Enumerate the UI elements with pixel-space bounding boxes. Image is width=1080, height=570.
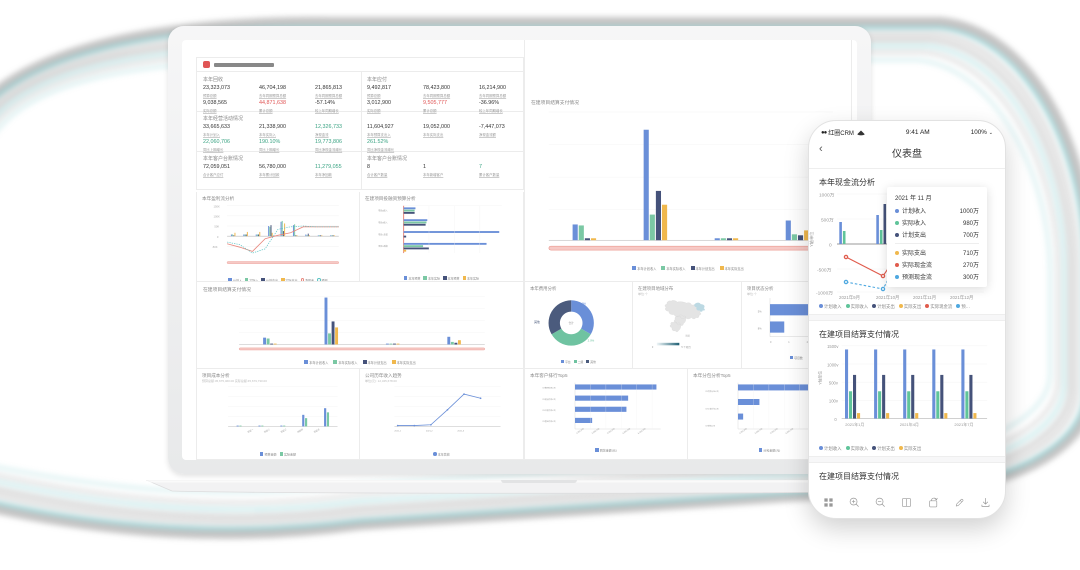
svg-text:1.0%: 1.0%	[579, 301, 586, 305]
svg-text:XX建设有限公司: XX建设有限公司	[542, 397, 555, 401]
svg-text:XX工程分包公司: XX工程分包公司	[705, 406, 718, 410]
svg-text:2021年10月: 2021年10月	[876, 294, 899, 301]
svg-text:100K: 100K	[214, 215, 220, 219]
svg-text:项目三: 项目三	[280, 427, 288, 434]
svg-text:2021-1: 2021-1	[394, 430, 401, 432]
svg-text:-1000万: -1000万	[816, 291, 833, 297]
svg-text:3,000,000: 3,000,000	[770, 428, 779, 435]
svg-text:0: 0	[829, 243, 832, 249]
svg-text:1000万: 1000万	[819, 193, 835, 199]
svg-text:其他: 其他	[534, 319, 540, 324]
svg-text:2021年11月: 2021年11月	[913, 294, 936, 301]
svg-text:XX劳务分包公司: XX劳务分包公司	[705, 389, 718, 393]
svg-text:项目一: 项目一	[247, 427, 255, 434]
svg-text:2021年4月: 2021年4月	[900, 421, 919, 427]
svg-text:-50K: -50K	[212, 245, 218, 249]
svg-text:2021年9月: 2021年9月	[839, 294, 860, 301]
svg-text:0: 0	[834, 417, 837, 422]
svg-text:-500万: -500万	[817, 268, 832, 274]
svg-text:2021年12月: 2021年12月	[950, 294, 973, 301]
svg-text:2,000,000: 2,000,000	[755, 428, 764, 435]
svg-text:项目C投资: 项目C投资	[378, 232, 388, 236]
svg-text:项目四: 项目四	[296, 427, 304, 434]
svg-text:合计: 合计	[569, 321, 575, 325]
svg-text:1000v: 1000v	[827, 362, 839, 367]
svg-text:4,000,000: 4,000,000	[622, 428, 631, 435]
svg-text:2021-2: 2021-2	[426, 430, 433, 432]
svg-text:项目B收入: 项目B收入	[378, 220, 387, 224]
svg-text:1,000,000: 1,000,000	[739, 428, 748, 435]
svg-text:0: 0	[217, 235, 219, 239]
svg-text:2021-3: 2021-3	[457, 430, 464, 432]
svg-text:150K: 150K	[214, 204, 220, 208]
svg-text:2,000,000: 2,000,000	[592, 428, 601, 435]
svg-text:2.0%: 2.0%	[588, 339, 595, 343]
svg-text:5 个项目: 5 个项目	[681, 345, 691, 349]
svg-text:项目D融资: 项目D融资	[378, 244, 388, 248]
svg-text:2021年1月: 2021年1月	[845, 421, 864, 427]
svg-text:1,000,000: 1,000,000	[576, 428, 585, 435]
svg-text:1: 1	[788, 341, 790, 344]
svg-text:0: 0	[770, 341, 772, 344]
svg-text:项目A收入: 项目A收入	[378, 209, 387, 213]
svg-text:项目二: 项目二	[263, 427, 271, 434]
svg-text:1500v: 1500v	[827, 344, 839, 349]
svg-text:5%: 5%	[758, 309, 762, 313]
svg-text:2021年7月: 2021年7月	[954, 421, 973, 427]
svg-text:XX装饰公司: XX装饰公司	[705, 423, 715, 427]
svg-text:100v: 100v	[829, 399, 839, 404]
svg-text:500万: 500万	[821, 218, 834, 224]
svg-text:Y轴单位: Y轴单位	[808, 232, 815, 247]
svg-text:4,000,000: 4,000,000	[785, 428, 794, 435]
svg-text:3,000,000: 3,000,000	[607, 428, 616, 435]
svg-text:50K: 50K	[214, 225, 219, 229]
svg-text:8%: 8%	[758, 327, 762, 331]
svg-text:地图: 地图	[685, 334, 690, 338]
svg-text:5,000,000: 5,000,000	[638, 428, 647, 435]
svg-text:Y轴单位: Y轴单位	[818, 371, 823, 385]
svg-text:500v: 500v	[829, 380, 839, 385]
svg-text:项目五: 项目五	[313, 427, 321, 434]
svg-text:XX置业有限公司: XX置业有限公司	[542, 419, 555, 423]
svg-text:0: 0	[652, 346, 654, 349]
svg-text:XX开发有限公司: XX开发有限公司	[542, 408, 555, 412]
svg-text:XX集团有限公司: XX集团有限公司	[542, 386, 555, 390]
